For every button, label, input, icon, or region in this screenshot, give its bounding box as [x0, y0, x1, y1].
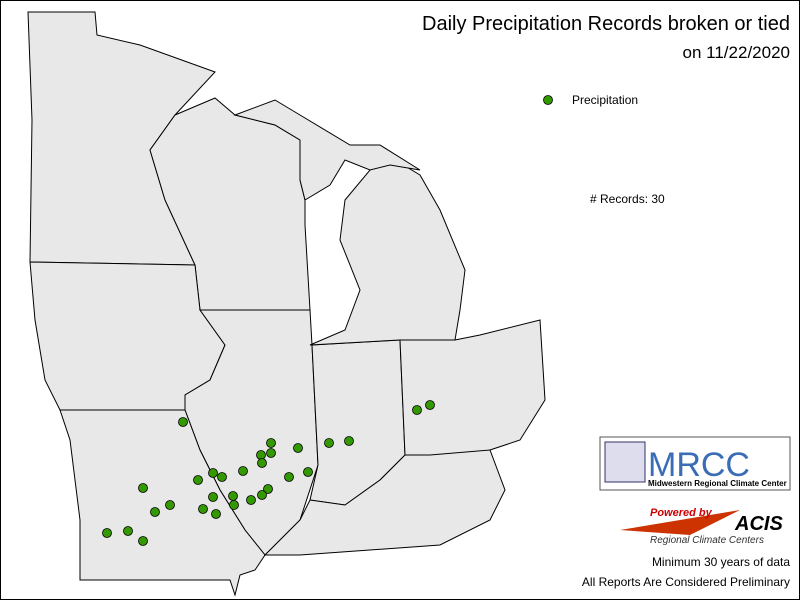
note: Minimum 30 years of data — [652, 555, 790, 569]
record-point — [165, 500, 175, 510]
record-point — [293, 443, 303, 453]
record-point — [123, 526, 133, 536]
record-point — [198, 504, 208, 514]
legend-marker — [543, 95, 553, 105]
missouri — [59, 409, 266, 597]
logo-icon — [604, 441, 646, 483]
record-point — [266, 448, 276, 458]
record-point — [344, 436, 354, 446]
record-points — [102, 400, 435, 546]
record-point — [257, 490, 267, 500]
record-point — [266, 438, 276, 448]
record-point — [217, 472, 227, 482]
record-point — [412, 405, 422, 415]
record-point — [193, 475, 203, 485]
title: Daily Precipitation Records broken or ti… — [422, 13, 790, 35]
record-point — [303, 467, 313, 477]
record-point — [178, 417, 188, 427]
kentucky — [263, 449, 506, 556]
record-point — [208, 468, 218, 478]
acis-sub: Regional Climate Centers — [650, 535, 764, 546]
mrcc-logo: MRCC Midwestern Regional Climate Center — [599, 436, 791, 491]
acis-name: ACIS — [734, 513, 783, 535]
note: All Reports Are Considered Preliminary — [582, 575, 790, 589]
record-point — [229, 500, 239, 510]
record-point — [228, 491, 238, 501]
subtitle: on 11/22/2020 — [683, 43, 790, 62]
record-point — [102, 528, 112, 538]
states — [27, 11, 546, 597]
legend-label: Precipitation — [572, 93, 638, 107]
record-point — [284, 472, 294, 482]
logo-name: MRCC — [648, 446, 750, 484]
iowa — [29, 261, 226, 411]
record-count: # Records: 30 — [590, 192, 665, 206]
record-point — [138, 536, 148, 546]
record-point — [256, 450, 266, 460]
record-point — [211, 509, 221, 519]
logo-full-name: Midwestern Regional Climate Center — [648, 479, 787, 488]
record-point — [208, 492, 218, 502]
record-point — [324, 438, 334, 448]
record-point — [425, 400, 435, 410]
michigan-upper — [233, 99, 421, 201]
acis-powered: Powered by — [650, 507, 713, 519]
record-point — [150, 507, 160, 517]
record-point — [238, 466, 248, 476]
acis-swoosh — [620, 510, 740, 535]
acis-logo: Powered by ACIS Regional Climate Centers — [620, 507, 783, 546]
record-point — [257, 458, 267, 468]
record-point — [138, 483, 148, 493]
record-point — [263, 484, 273, 494]
record-point — [246, 495, 256, 505]
